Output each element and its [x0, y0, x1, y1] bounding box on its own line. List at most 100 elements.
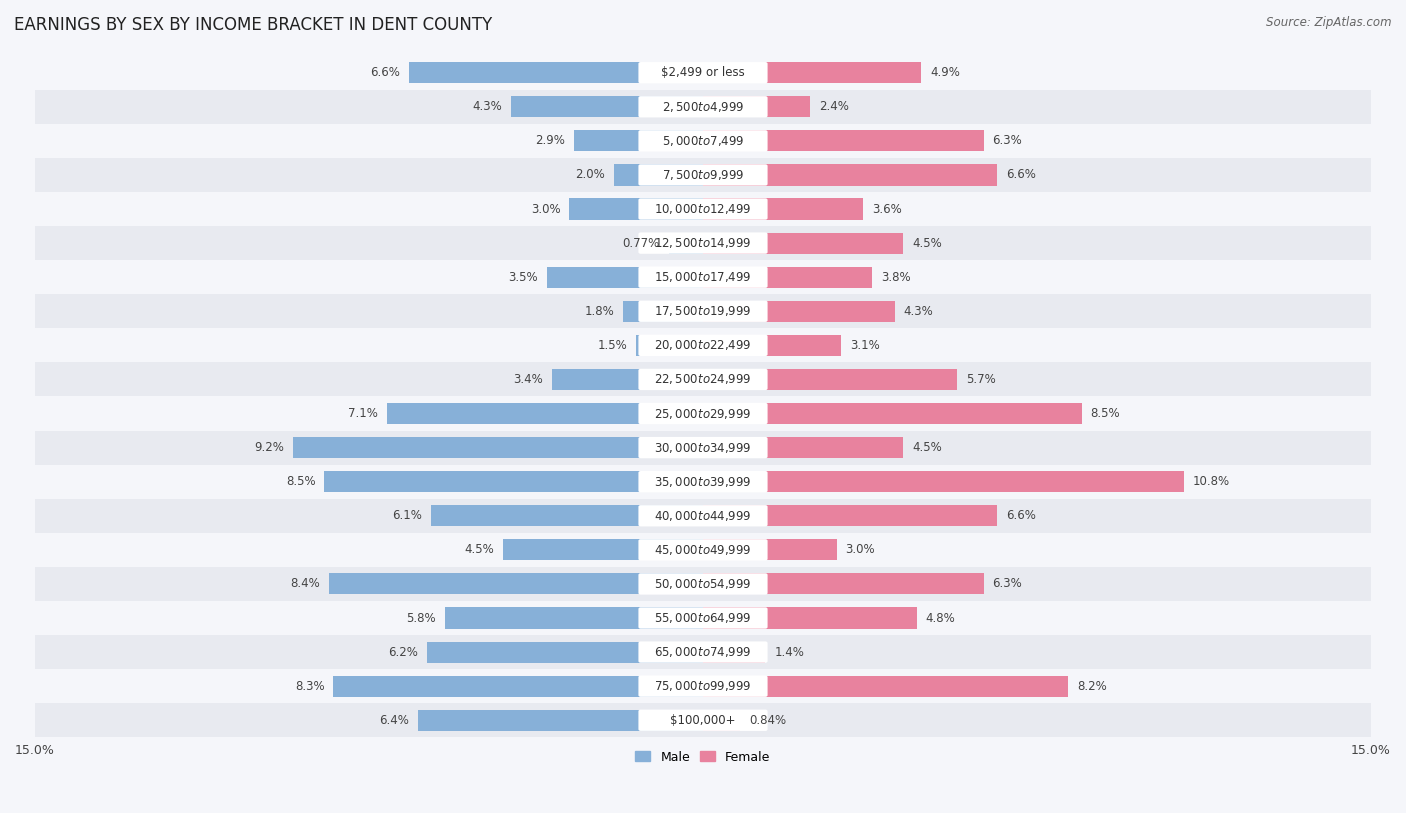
Text: 4.3%: 4.3% [472, 100, 502, 113]
Bar [669, 233, 703, 254]
Bar [35, 533, 1371, 567]
Bar [329, 573, 703, 594]
Bar [35, 328, 1371, 363]
Bar [432, 505, 703, 526]
Bar [35, 158, 1371, 192]
Bar [35, 601, 1371, 635]
FancyBboxPatch shape [638, 641, 768, 663]
Text: EARNINGS BY SEX BY INCOME BRACKET IN DENT COUNTY: EARNINGS BY SEX BY INCOME BRACKET IN DEN… [14, 16, 492, 34]
Bar [35, 669, 1371, 703]
Text: 4.5%: 4.5% [464, 543, 494, 556]
Bar [703, 62, 921, 83]
Text: $45,000 to $49,999: $45,000 to $49,999 [654, 543, 752, 557]
Bar [551, 369, 703, 390]
Text: $2,500 to $4,999: $2,500 to $4,999 [662, 100, 744, 114]
Text: 4.9%: 4.9% [931, 66, 960, 79]
Text: 0.84%: 0.84% [749, 714, 786, 727]
Text: $17,500 to $19,999: $17,500 to $19,999 [654, 304, 752, 318]
Bar [35, 294, 1371, 328]
Text: 3.4%: 3.4% [513, 373, 543, 386]
Text: Source: ZipAtlas.com: Source: ZipAtlas.com [1267, 16, 1392, 29]
Text: 6.3%: 6.3% [993, 134, 1022, 147]
Bar [35, 192, 1371, 226]
Bar [703, 130, 984, 151]
FancyBboxPatch shape [638, 471, 768, 493]
FancyBboxPatch shape [638, 96, 768, 117]
FancyBboxPatch shape [638, 369, 768, 390]
Bar [703, 335, 841, 356]
Bar [35, 260, 1371, 294]
FancyBboxPatch shape [638, 335, 768, 356]
Text: 5.7%: 5.7% [966, 373, 995, 386]
Text: 6.3%: 6.3% [993, 577, 1022, 590]
Text: 3.0%: 3.0% [845, 543, 875, 556]
Text: $12,500 to $14,999: $12,500 to $14,999 [654, 236, 752, 250]
Text: 4.5%: 4.5% [912, 441, 942, 454]
Text: $5,000 to $7,499: $5,000 to $7,499 [662, 134, 744, 148]
Bar [547, 267, 703, 288]
Bar [703, 573, 984, 594]
Text: 9.2%: 9.2% [254, 441, 284, 454]
Bar [512, 96, 703, 117]
Bar [569, 198, 703, 220]
Text: 10.8%: 10.8% [1192, 475, 1230, 488]
Bar [703, 710, 741, 731]
Bar [409, 62, 703, 83]
Text: 7.1%: 7.1% [349, 407, 378, 420]
Text: 8.4%: 8.4% [290, 577, 321, 590]
Text: $25,000 to $29,999: $25,000 to $29,999 [654, 406, 752, 420]
FancyBboxPatch shape [638, 402, 768, 424]
Bar [703, 641, 765, 663]
Text: 6.6%: 6.6% [1005, 509, 1036, 522]
Bar [418, 710, 703, 731]
FancyBboxPatch shape [638, 437, 768, 459]
Text: 6.6%: 6.6% [370, 66, 401, 79]
Bar [703, 198, 863, 220]
FancyBboxPatch shape [638, 607, 768, 628]
Bar [35, 465, 1371, 498]
Text: $20,000 to $22,499: $20,000 to $22,499 [654, 338, 752, 352]
Text: $30,000 to $34,999: $30,000 to $34,999 [654, 441, 752, 454]
Bar [35, 635, 1371, 669]
Bar [325, 471, 703, 492]
FancyBboxPatch shape [638, 505, 768, 527]
Bar [35, 363, 1371, 397]
Text: 8.2%: 8.2% [1077, 680, 1107, 693]
Bar [703, 676, 1069, 697]
Text: $7,500 to $9,999: $7,500 to $9,999 [662, 168, 744, 182]
Text: 3.8%: 3.8% [882, 271, 911, 284]
FancyBboxPatch shape [638, 267, 768, 288]
Text: $50,000 to $54,999: $50,000 to $54,999 [654, 577, 752, 591]
Text: $55,000 to $64,999: $55,000 to $64,999 [654, 611, 752, 625]
FancyBboxPatch shape [638, 62, 768, 84]
Text: 4.5%: 4.5% [912, 237, 942, 250]
Bar [703, 369, 957, 390]
Legend: Male, Female: Male, Female [630, 746, 776, 768]
Text: $35,000 to $39,999: $35,000 to $39,999 [654, 475, 752, 489]
Bar [333, 676, 703, 697]
Text: 6.6%: 6.6% [1005, 168, 1036, 181]
Text: $22,500 to $24,999: $22,500 to $24,999 [654, 372, 752, 386]
Bar [703, 471, 1184, 492]
Bar [35, 397, 1371, 431]
Text: $65,000 to $74,999: $65,000 to $74,999 [654, 645, 752, 659]
Text: 1.8%: 1.8% [583, 305, 614, 318]
Bar [703, 233, 904, 254]
Bar [623, 301, 703, 322]
Text: 4.8%: 4.8% [925, 611, 956, 624]
Bar [703, 539, 837, 560]
Text: $75,000 to $99,999: $75,000 to $99,999 [654, 679, 752, 693]
Text: 2.9%: 2.9% [536, 134, 565, 147]
Text: 3.0%: 3.0% [531, 202, 561, 215]
Bar [35, 55, 1371, 89]
Bar [703, 96, 810, 117]
Text: $15,000 to $17,499: $15,000 to $17,499 [654, 270, 752, 285]
Text: 1.5%: 1.5% [598, 339, 627, 352]
Bar [294, 437, 703, 459]
Bar [35, 431, 1371, 465]
Text: 8.5%: 8.5% [1091, 407, 1121, 420]
Bar [636, 335, 703, 356]
Bar [703, 607, 917, 628]
Text: 3.5%: 3.5% [509, 271, 538, 284]
Bar [703, 301, 894, 322]
